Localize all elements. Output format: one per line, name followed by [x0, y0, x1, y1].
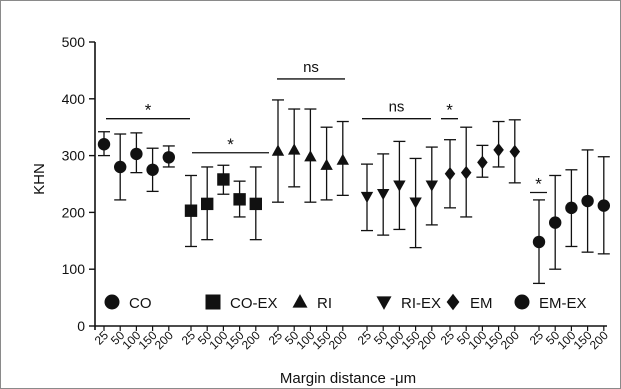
legend-marker — [104, 294, 120, 310]
legend-label: RI-EX — [401, 295, 441, 312]
y-tick-label: 0 — [77, 318, 85, 334]
data-point — [549, 216, 562, 229]
data-point — [581, 194, 594, 208]
significance-label: * — [446, 101, 453, 120]
x-axis-label: Margin distance -μm — [280, 370, 416, 387]
data-point — [336, 153, 349, 165]
data-point — [509, 144, 521, 159]
x-tick-label: 200 — [498, 328, 522, 352]
data-point — [288, 143, 301, 155]
data-point — [162, 151, 175, 164]
legend-label: CO-EX — [230, 295, 278, 312]
data-point — [393, 180, 406, 192]
data-point — [360, 191, 374, 204]
y-tick-label: 500 — [62, 34, 86, 50]
significance-label: ns — [389, 99, 405, 116]
x-tick-label: 200 — [415, 328, 439, 352]
legend-label: EM-EX — [539, 295, 587, 312]
data-point — [320, 158, 333, 170]
legend-label: RI — [317, 295, 332, 312]
legend-marker — [514, 294, 530, 310]
data-point — [444, 166, 456, 181]
legend-marker — [292, 294, 308, 308]
significance-label: * — [145, 101, 152, 120]
y-tick-label: 100 — [62, 261, 86, 277]
data-point — [304, 150, 317, 162]
x-tick-label: 200 — [239, 328, 263, 352]
data-point — [597, 199, 610, 212]
data-point — [130, 147, 143, 161]
data-point — [477, 155, 488, 170]
legend-marker — [205, 294, 221, 310]
data-point — [184, 204, 198, 217]
y-axis-label: KHN — [31, 163, 48, 195]
data-point — [97, 138, 111, 151]
data-point — [460, 165, 472, 180]
y-tick-label: 200 — [62, 204, 86, 220]
data-point — [565, 201, 578, 215]
data-point — [114, 160, 127, 174]
y-tick-label: 400 — [62, 91, 86, 107]
data-point — [377, 189, 390, 201]
significance-label: * — [535, 175, 542, 194]
x-tick-label: 200 — [587, 328, 611, 352]
data-point — [249, 197, 262, 211]
legend-marker — [446, 293, 460, 311]
significance-label: * — [227, 135, 234, 154]
data-point — [532, 235, 546, 249]
x-tick-label: 200 — [326, 328, 350, 352]
y-tick-label: 300 — [62, 148, 86, 164]
data-point — [409, 197, 422, 209]
x-tick-label: 200 — [152, 328, 176, 352]
data-point — [425, 180, 438, 192]
legend-label: EM — [470, 295, 493, 312]
legend-label: CO — [129, 295, 152, 312]
legend-marker — [376, 296, 392, 310]
data-point — [233, 193, 246, 206]
data-point — [201, 197, 214, 211]
data-point — [271, 144, 285, 156]
data-point — [217, 173, 230, 186]
significance-label: ns — [303, 59, 319, 76]
data-point — [493, 143, 504, 157]
data-point — [146, 163, 159, 176]
